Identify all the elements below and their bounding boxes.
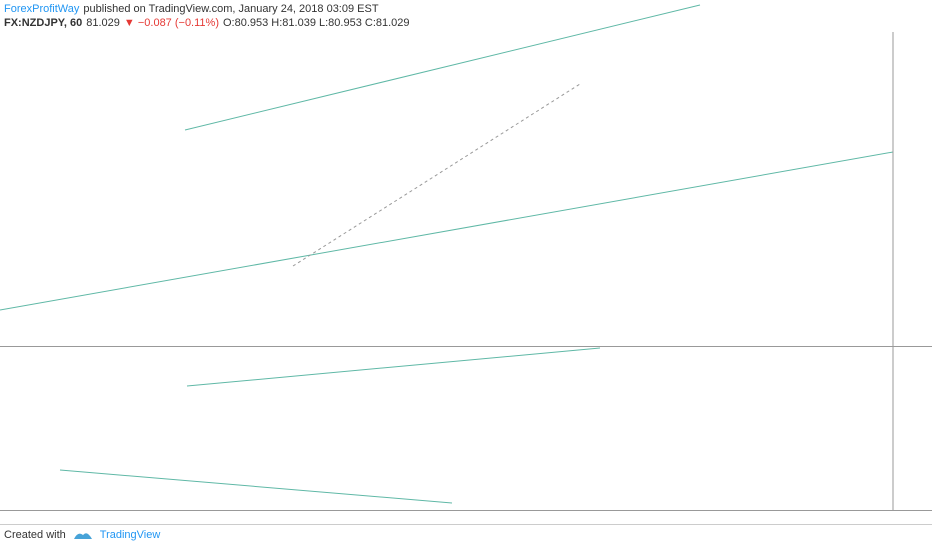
- rsi-trend-line: [186, 347, 601, 387]
- rsi-trend-line: [59, 469, 453, 504]
- brand[interactable]: TradingView: [99, 529, 161, 541]
- header-line: ForexProfitWay published on TradingView.c…: [4, 2, 414, 16]
- header-line: FX:NZDJPY, 60 81.029 ▼ −0.087 (−0.11%) O:80…: [4, 16, 414, 30]
- created: Created with: [4, 529, 66, 541]
- footer: Created with TradingView: [4, 529, 160, 541]
- symbol: FX:NZDJPY, 60: [4, 17, 83, 29]
- trend-line: [0, 151, 894, 311]
- trend-line: [184, 4, 701, 131]
- frame: [0, 32, 932, 525]
- author[interactable]: ForexProfitWay: [4, 3, 80, 15]
- price: 81.029: [86, 17, 120, 29]
- change: ▼ −0.087 (−0.11%): [123, 17, 219, 29]
- fib-trend-line: [292, 83, 581, 267]
- published: published on TradingView.com, January 24…: [83, 3, 379, 15]
- drawings: [0, 4, 894, 504]
- logo: [73, 533, 92, 539]
- ohlc: O:80.953 H:81.039 L:80.953 C:81.029: [222, 17, 410, 29]
- header: ForexProfitWay published on TradingView.c…: [4, 2, 414, 30]
